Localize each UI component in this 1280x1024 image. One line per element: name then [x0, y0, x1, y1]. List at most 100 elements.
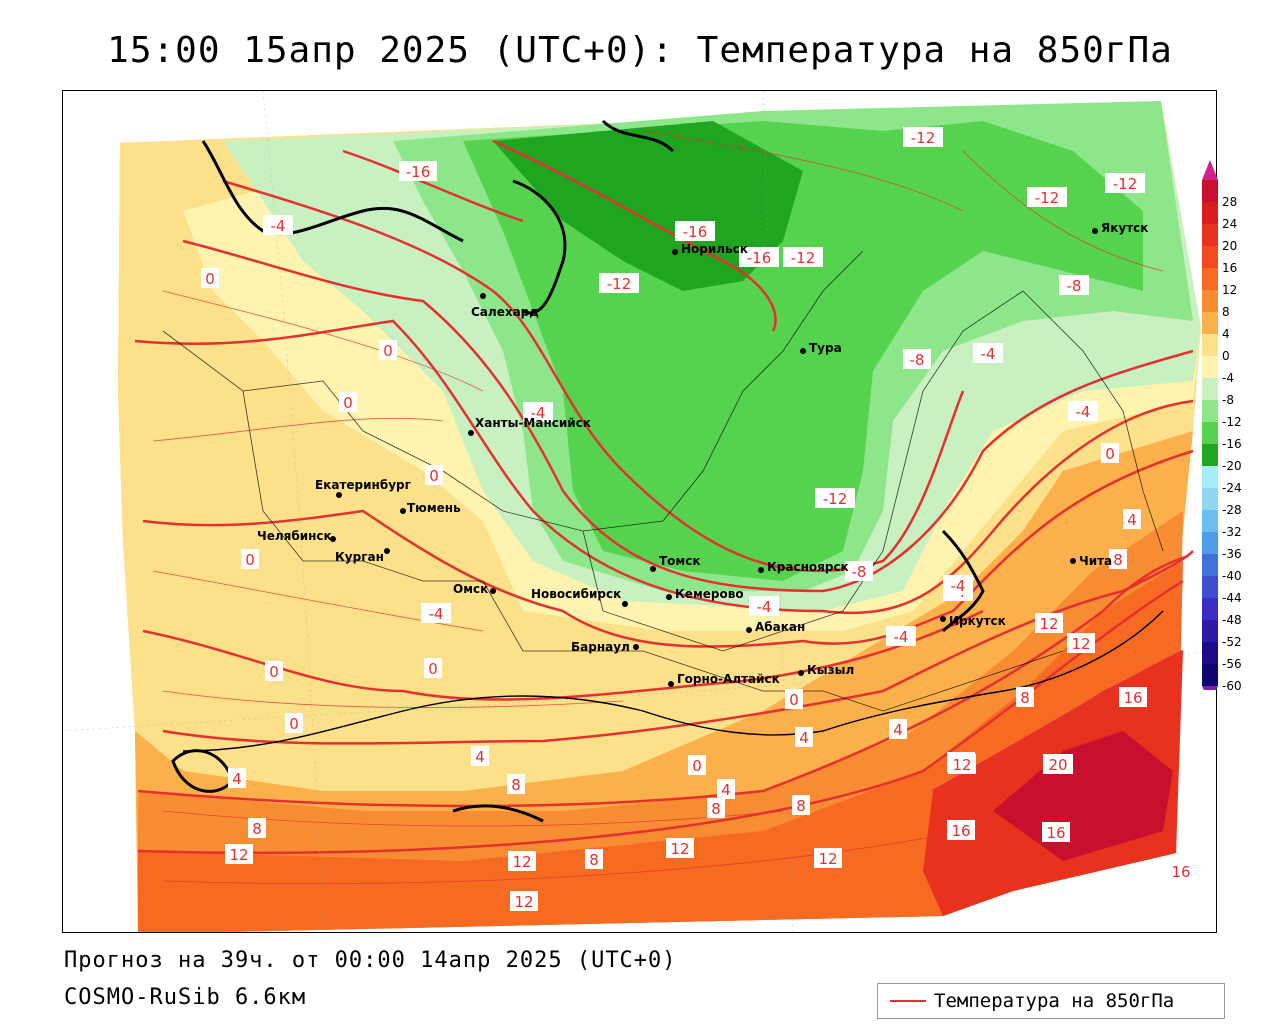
svg-text:-4: -4	[757, 598, 772, 616]
isotherm-label: 0	[379, 340, 397, 360]
isotherm-label: 16	[1119, 687, 1147, 707]
city-chelyabinsk[interactable]: Челябинск	[257, 529, 336, 543]
scale-tick-label: 12	[1222, 283, 1238, 297]
city-yekaterinburg[interactable]: Екатеринбург	[315, 478, 411, 498]
city-norilsk[interactable]: Норильск	[672, 242, 748, 256]
svg-text:4: 4	[799, 729, 809, 747]
isotherm-label: 12	[666, 838, 694, 858]
isotherm-label: 0	[688, 755, 706, 775]
svg-text:16: 16	[1171, 863, 1190, 881]
scale-swatch	[1202, 642, 1218, 664]
svg-text:12: 12	[818, 850, 837, 868]
svg-text:Якутск: Якутск	[1101, 221, 1148, 235]
svg-text:4: 4	[475, 748, 485, 766]
model-name: COSMO-RuSib 6.6км	[64, 985, 307, 1010]
city-abakan[interactable]: Абакан	[746, 620, 805, 634]
svg-text:0: 0	[289, 715, 299, 733]
svg-text:8: 8	[252, 820, 262, 838]
isotherm-label: -4	[263, 215, 293, 235]
scale-tick-label: -28	[1222, 503, 1242, 517]
isotherm-label: -16	[399, 161, 437, 181]
isotherm-label: 12	[225, 844, 253, 864]
scale-swatch	[1202, 290, 1218, 312]
scale-tick-label: -40	[1222, 569, 1242, 583]
isotherm-label: 12	[1035, 613, 1063, 633]
scale-swatch	[1202, 422, 1218, 444]
svg-text:Чита: Чита	[1079, 554, 1112, 568]
isotherm-label: 4	[889, 719, 907, 739]
isotherm-label: 8	[707, 798, 725, 818]
svg-text:Салехард: Салехард	[471, 305, 539, 319]
scale-tick-label: 28	[1222, 195, 1238, 209]
scale-swatch	[1202, 620, 1218, 642]
svg-text:12: 12	[514, 893, 533, 911]
scale-swatch	[1202, 312, 1218, 334]
scale-swatch	[1202, 202, 1218, 224]
city-krasnoyarsk[interactable]: Красноярск	[758, 560, 849, 574]
forecast-info: Прогноз на 39ч. от 00:00 14апр 2025 (UTC…	[64, 948, 677, 973]
city-tura[interactable]: Тура	[800, 341, 842, 355]
isotherm-label: 8	[792, 795, 810, 815]
city-omsk[interactable]: Омск	[453, 582, 496, 596]
svg-text:-4: -4	[1076, 403, 1091, 421]
isotherm-label: 12	[508, 851, 536, 871]
scale-swatch	[1202, 510, 1218, 532]
city-khanty-mansiysk[interactable]: Ханты-Мансийск	[468, 416, 591, 436]
svg-text:20: 20	[1048, 756, 1067, 774]
city-salekhard[interactable]: Салехард	[471, 293, 539, 319]
map-title: 15:00 15апр 2025 (UTC+0): Температура на…	[107, 30, 1173, 71]
weather-map[interactable]: -16 -4 0 0 0 -4 0 0 -16 -16 -12 -12 -12 …	[62, 90, 1217, 933]
isotherm-label: -4	[943, 575, 973, 595]
svg-text:-8: -8	[1067, 277, 1082, 295]
scale-swatch	[1202, 664, 1218, 686]
svg-text:0: 0	[383, 342, 393, 360]
scale-swatch	[1202, 444, 1218, 466]
svg-text:8: 8	[589, 851, 599, 869]
city-irkutsk[interactable]: Иркутск	[940, 614, 1006, 628]
city-kyzyl[interactable]: Кызыл	[798, 663, 854, 677]
legend-label: Температура на 850гПа	[934, 990, 1175, 1012]
isotherm-label: 12	[948, 754, 976, 774]
svg-text:12: 12	[1071, 635, 1090, 653]
city-kurgan[interactable]: Курган	[335, 548, 390, 564]
svg-text:0: 0	[692, 757, 702, 775]
isotherm-label: -12	[599, 273, 639, 293]
city-novosibirsk[interactable]: Новосибирск	[531, 587, 628, 607]
city-tomsk[interactable]: Томск	[650, 554, 701, 572]
svg-text:16: 16	[1046, 824, 1065, 842]
svg-text:Томск: Томск	[659, 554, 701, 568]
scale-swatch	[1202, 554, 1218, 576]
svg-text:12: 12	[512, 853, 531, 871]
city-gorno-altaysk[interactable]: Горно-Алтайск	[668, 672, 780, 687]
isotherm-label: -4	[749, 596, 779, 616]
svg-text:0: 0	[789, 691, 799, 709]
legend: Температура на 850гПа	[877, 983, 1225, 1019]
color-scale: 28 24 20 16 12 8 4 0 -4 -8 -12 -16 -20 -24 -28 -32 -36 -4…	[1200, 160, 1280, 704]
temperature-field: -16 -4 0 0 0 -4 0 0 -16 -16 -12 -12 -12 …	[63, 91, 1216, 932]
isotherm-thin	[152, 130, 1164, 884]
isotherm-label: -8	[903, 349, 931, 369]
isotherm-label: -12	[783, 247, 823, 267]
svg-text:0: 0	[1105, 445, 1115, 463]
city-tyumen[interactable]: Тюмень	[400, 501, 461, 515]
isotherm-label: 16	[1167, 861, 1195, 881]
scale-swatch	[1202, 268, 1218, 290]
isotherm-label: -12	[815, 488, 855, 508]
city-barnaul[interactable]: Барнаул	[571, 640, 639, 654]
scale-tick-label: -4	[1222, 371, 1234, 385]
isotherm-label: -4	[886, 626, 916, 646]
isotherm-label: 0	[425, 465, 443, 485]
city-yakutsk[interactable]: Якутск	[1092, 221, 1148, 235]
svg-text:-16: -16	[406, 163, 431, 181]
svg-text:4: 4	[721, 781, 731, 799]
city-kemerovo[interactable]: Кемерово	[666, 587, 744, 601]
svg-text:-4: -4	[951, 577, 966, 595]
isotherm-label: 8	[507, 774, 525, 794]
city-chita[interactable]: Чита	[1070, 554, 1112, 568]
svg-text:-12: -12	[607, 275, 632, 293]
isotherm-label: 8	[585, 849, 603, 869]
svg-text:-12: -12	[823, 490, 848, 508]
svg-text:Горно-Алтайск: Горно-Алтайск	[677, 672, 780, 686]
svg-text:8: 8	[1113, 551, 1123, 569]
svg-text:Тура: Тура	[809, 341, 842, 355]
